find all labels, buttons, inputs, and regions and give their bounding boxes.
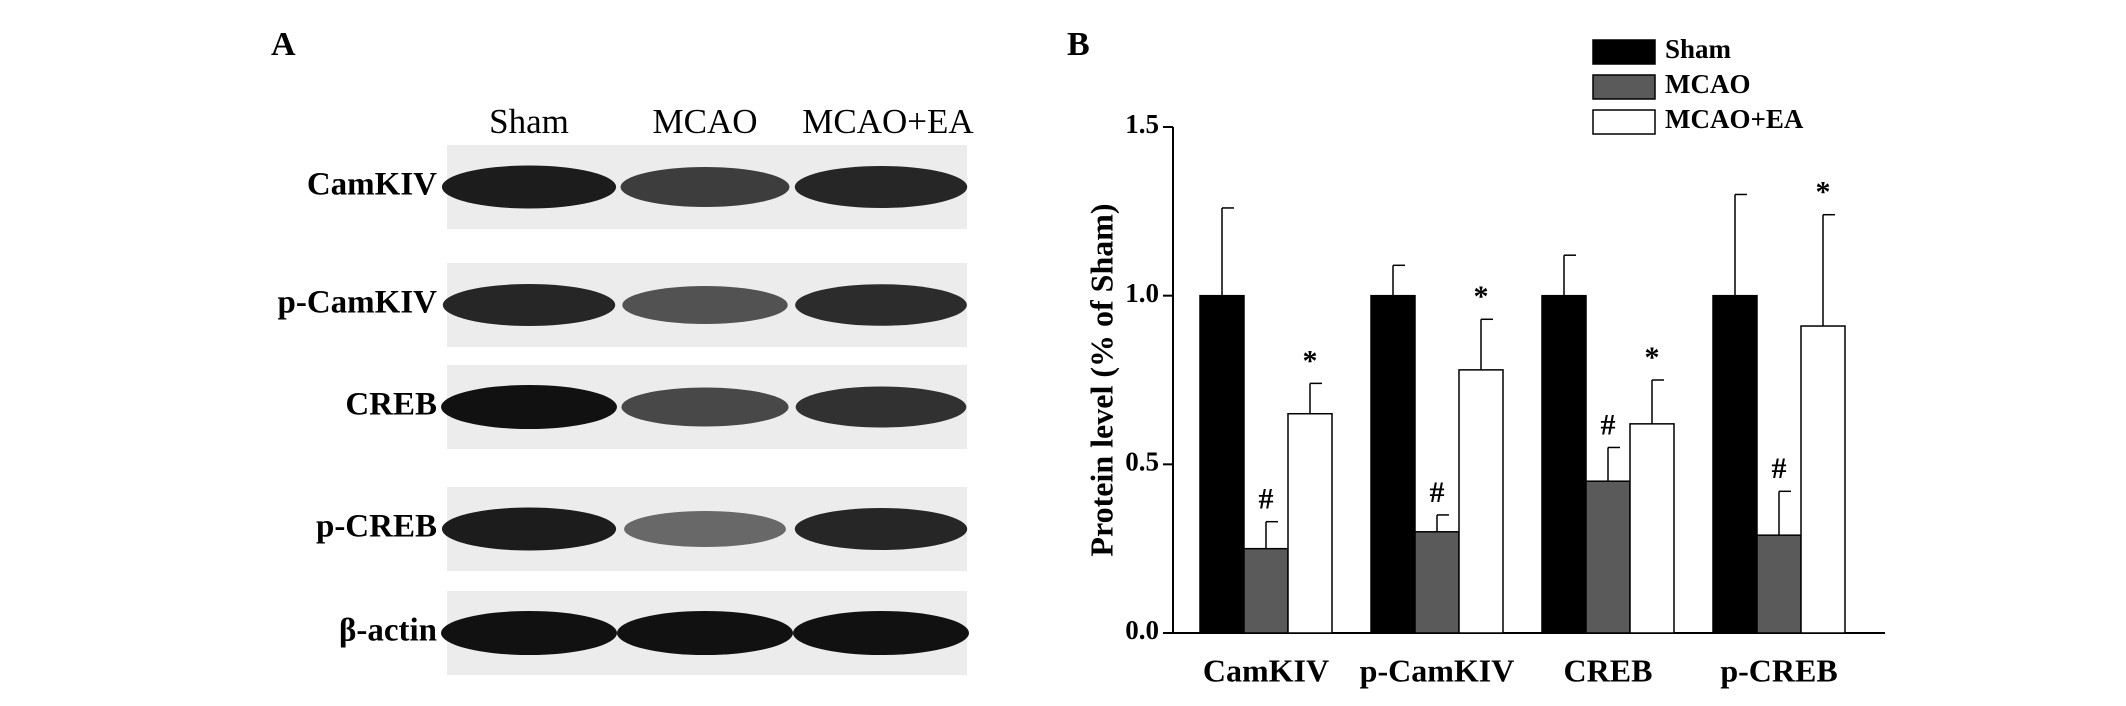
blot-band xyxy=(442,284,616,326)
bar xyxy=(1243,547,1289,634)
protein-label: CamKIV xyxy=(307,167,437,203)
bar xyxy=(1712,294,1758,634)
blot-band xyxy=(794,166,968,208)
significance-marker: * xyxy=(1645,341,1660,374)
y-tick-label: 0.0 xyxy=(1125,615,1159,645)
x-tick-label: CamKIV xyxy=(1203,652,1329,688)
bar xyxy=(1585,480,1631,634)
significance-marker: # xyxy=(1601,408,1616,441)
x-tick-label: CREB xyxy=(1564,652,1653,688)
protein-label: β-actin xyxy=(339,613,437,649)
x-tick-label: p-CamKIV xyxy=(1360,652,1515,688)
blot-band xyxy=(795,284,967,326)
legend-label: MCAO xyxy=(1665,69,1750,99)
lane-label: MCAO+EA xyxy=(802,102,974,141)
blot-band xyxy=(624,511,786,547)
bar xyxy=(1287,412,1333,634)
legend-swatch xyxy=(1592,109,1656,135)
blot-band xyxy=(617,611,793,655)
legend-label: Sham xyxy=(1665,34,1732,64)
bar xyxy=(1458,369,1504,634)
bar xyxy=(1370,294,1416,634)
western-blot xyxy=(441,145,969,675)
y-tick-label: 0.5 xyxy=(1125,447,1159,477)
bar xyxy=(1541,294,1587,634)
blot-band xyxy=(793,611,969,655)
y-tick-label: 1.0 xyxy=(1125,278,1159,308)
protein-label: CREB xyxy=(345,387,437,423)
blot-band xyxy=(795,386,967,428)
significance-marker: # xyxy=(1430,476,1445,509)
significance-marker: # xyxy=(1772,452,1787,485)
bar xyxy=(1629,423,1675,634)
bar xyxy=(1414,531,1460,634)
legend-swatch xyxy=(1592,39,1656,65)
x-tick-label: p-CREB xyxy=(1720,652,1837,688)
panel-label: B xyxy=(1067,26,1090,63)
y-tick-label: 1.5 xyxy=(1125,109,1159,139)
protein-label: p-CamKIV xyxy=(277,285,437,321)
protein-label: p-CREB xyxy=(316,509,437,545)
bar xyxy=(1800,325,1846,634)
lane-label: Sham xyxy=(489,102,569,141)
legend-swatch xyxy=(1592,74,1656,100)
y-axis-label: Protein level (% of Sham) xyxy=(1083,203,1119,556)
blot-band xyxy=(441,385,617,429)
bar xyxy=(1199,294,1245,634)
bar xyxy=(1756,534,1802,634)
significance-marker: * xyxy=(1474,280,1489,313)
legend-label: MCAO+EA xyxy=(1665,104,1804,134)
blot-band xyxy=(441,611,617,655)
significance-marker: * xyxy=(1816,176,1831,209)
significance-marker: # xyxy=(1259,483,1274,516)
panel-label: A xyxy=(271,26,296,63)
blot-band xyxy=(441,507,617,551)
blot-band xyxy=(441,165,617,209)
significance-marker: * xyxy=(1303,344,1318,377)
blot-band xyxy=(620,167,790,207)
blot-band xyxy=(622,286,788,324)
lane-label: MCAO xyxy=(652,102,757,141)
blot-band xyxy=(794,508,968,550)
blot-band xyxy=(621,387,789,427)
